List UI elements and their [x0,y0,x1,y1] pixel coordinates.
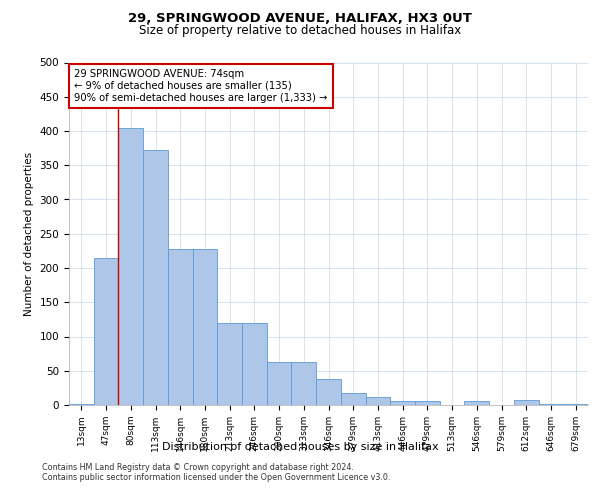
Text: Contains public sector information licensed under the Open Government Licence v3: Contains public sector information licen… [42,472,391,482]
Y-axis label: Number of detached properties: Number of detached properties [24,152,34,316]
Bar [168,249,193,405]
Bar [415,401,440,405]
Bar [143,150,168,405]
Text: Contains HM Land Registry data © Crown copyright and database right 2024.: Contains HM Land Registry data © Crown c… [42,462,354,471]
Bar [563,404,588,405]
Bar [390,401,415,405]
Text: 29, SPRINGWOOD AVENUE, HALIFAX, HX3 0UT: 29, SPRINGWOOD AVENUE, HALIFAX, HX3 0UT [128,12,472,26]
Text: 29 SPRINGWOOD AVENUE: 74sqm
← 9% of detached houses are smaller (135)
90% of sem: 29 SPRINGWOOD AVENUE: 74sqm ← 9% of deta… [74,70,328,102]
Bar [464,401,489,405]
Bar [341,394,365,405]
Text: Distribution of detached houses by size in Halifax: Distribution of detached houses by size … [161,442,439,452]
Bar [316,379,341,405]
Bar [292,362,316,405]
Bar [539,404,563,405]
Bar [193,249,217,405]
Bar [69,404,94,405]
Bar [365,398,390,405]
Bar [242,324,267,405]
Bar [217,324,242,405]
Bar [267,362,292,405]
Bar [118,128,143,405]
Text: Size of property relative to detached houses in Halifax: Size of property relative to detached ho… [139,24,461,37]
Bar [514,400,539,405]
Bar [94,258,118,405]
